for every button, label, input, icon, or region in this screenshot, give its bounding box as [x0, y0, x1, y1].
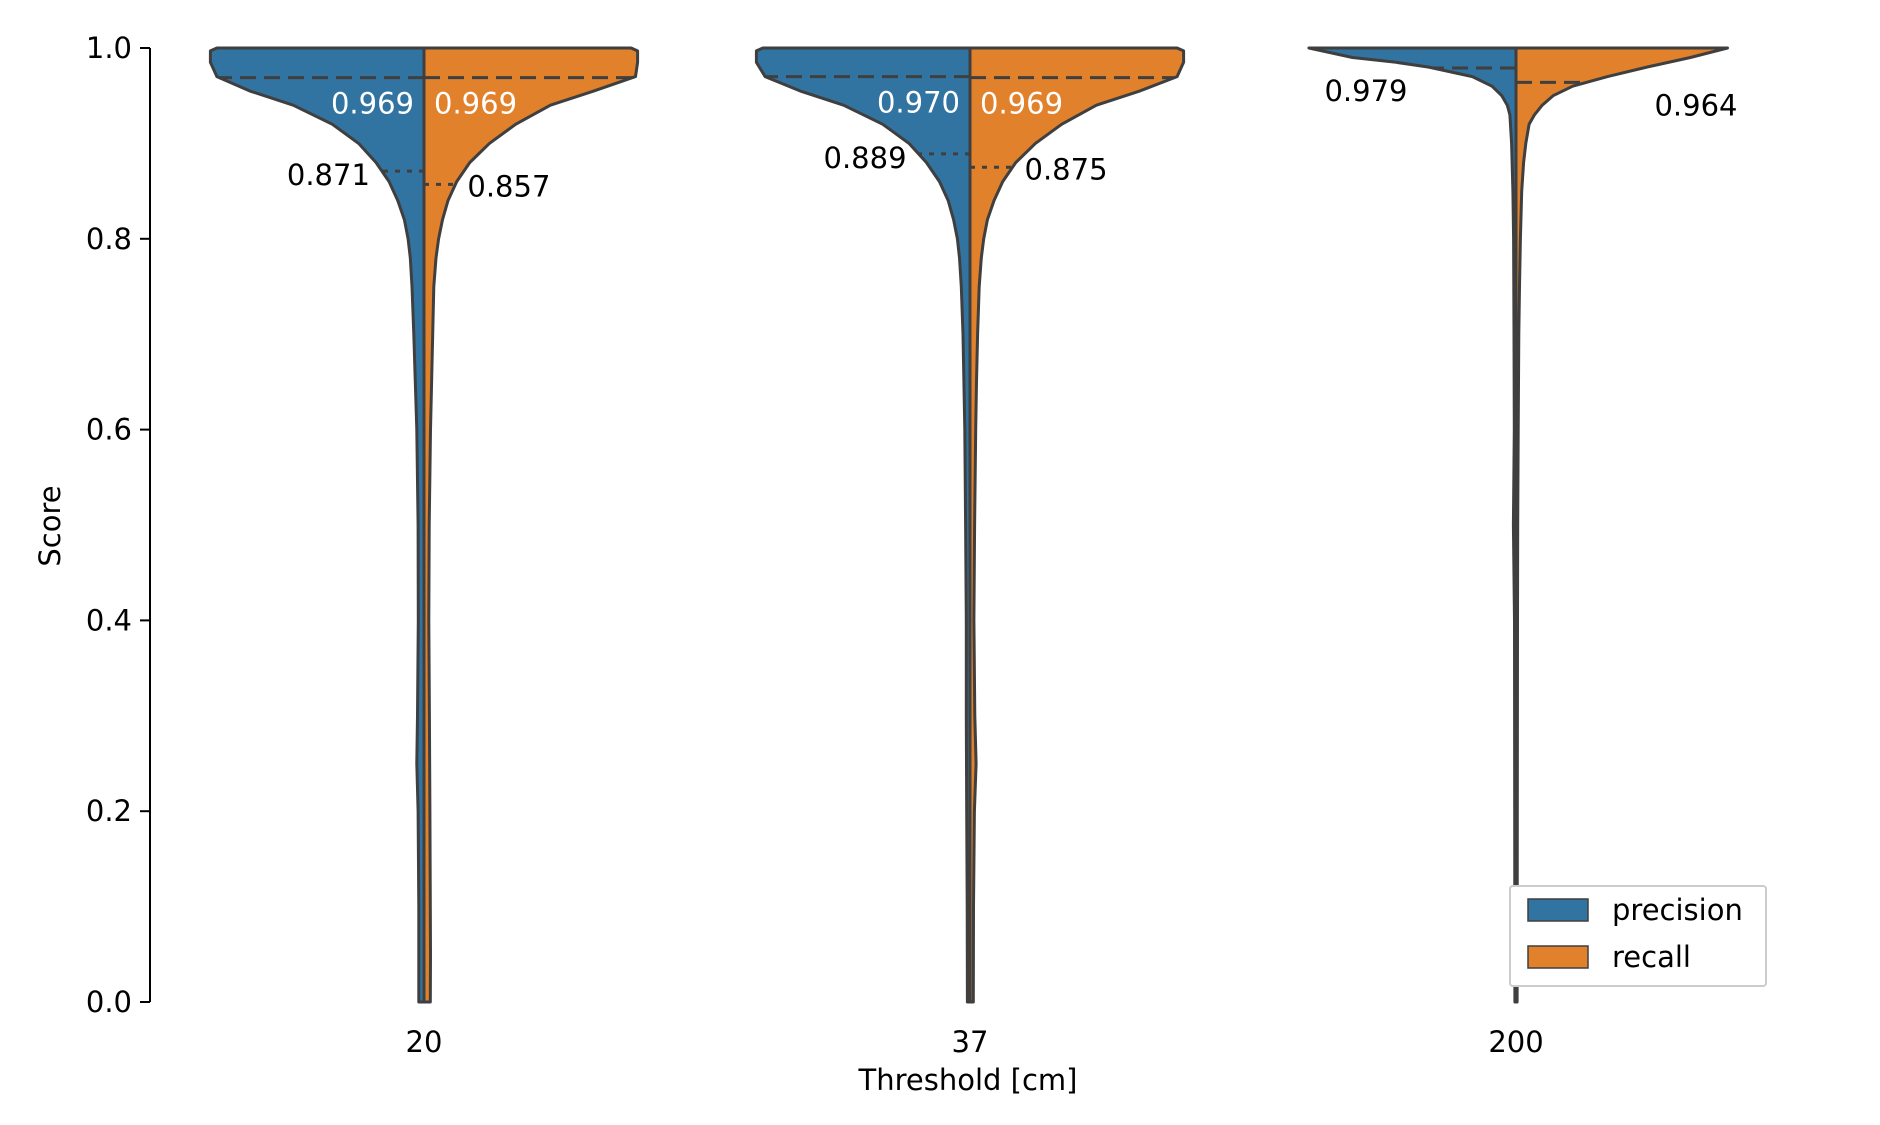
median-label-recall-37: 0.969 [980, 87, 1063, 121]
violin-precision-20 [208, 46, 426, 1004]
legend: precision recall [1509, 885, 1767, 987]
legend-swatch-precision [1527, 898, 1589, 922]
x-tick-label-200: 200 [1488, 1025, 1543, 1059]
median-label-recall-200: 0.964 [1654, 88, 1737, 122]
q1-label-recall-37: 0.875 [1025, 152, 1108, 186]
q1-label-precision-20: 0.871 [287, 158, 370, 192]
y-tick-label-3: 0.6 [86, 413, 132, 447]
y-tick-label-2: 0.4 [86, 603, 132, 637]
y-axis: 0.0 0.2 0.4 0.6 0.8 1.0 [86, 31, 151, 1019]
y-axis-title: Score [33, 485, 67, 566]
median-label-precision-20: 0.969 [331, 87, 414, 121]
violin-recall-20 [422, 46, 640, 1004]
q1-label-recall-20: 0.857 [467, 169, 550, 203]
x-tick-label-37: 37 [952, 1025, 989, 1059]
violin-precision-37 [754, 46, 972, 1004]
legend-label-precision: precision [1612, 893, 1743, 927]
violin-layer [208, 46, 1729, 1004]
y-tick-label-5: 1.0 [86, 31, 132, 65]
q1-label-precision-37: 0.889 [824, 141, 907, 175]
median-label-precision-200: 0.979 [1324, 74, 1407, 108]
x-axis: 20 37 200 [406, 1025, 1544, 1059]
median-label-recall-20: 0.969 [434, 87, 517, 121]
legend-swatch-recall [1527, 945, 1589, 969]
x-axis-title: Threshold [cm] [858, 1063, 1078, 1097]
violin-recall-37 [968, 46, 1186, 1004]
y-tick-label-1: 0.2 [86, 794, 132, 828]
y-tick-label-4: 0.8 [86, 222, 132, 256]
y-tick-label-0: 0.0 [86, 985, 132, 1019]
legend-label-recall: recall [1612, 940, 1691, 974]
quartile-layer [219, 66, 1587, 186]
x-tick-label-20: 20 [406, 1025, 443, 1059]
annotation-layer: 0.969 0.871 0.970 0.889 0.979 0.969 0.857 0.969… [287, 74, 1738, 203]
median-label-precision-37: 0.970 [877, 86, 960, 120]
